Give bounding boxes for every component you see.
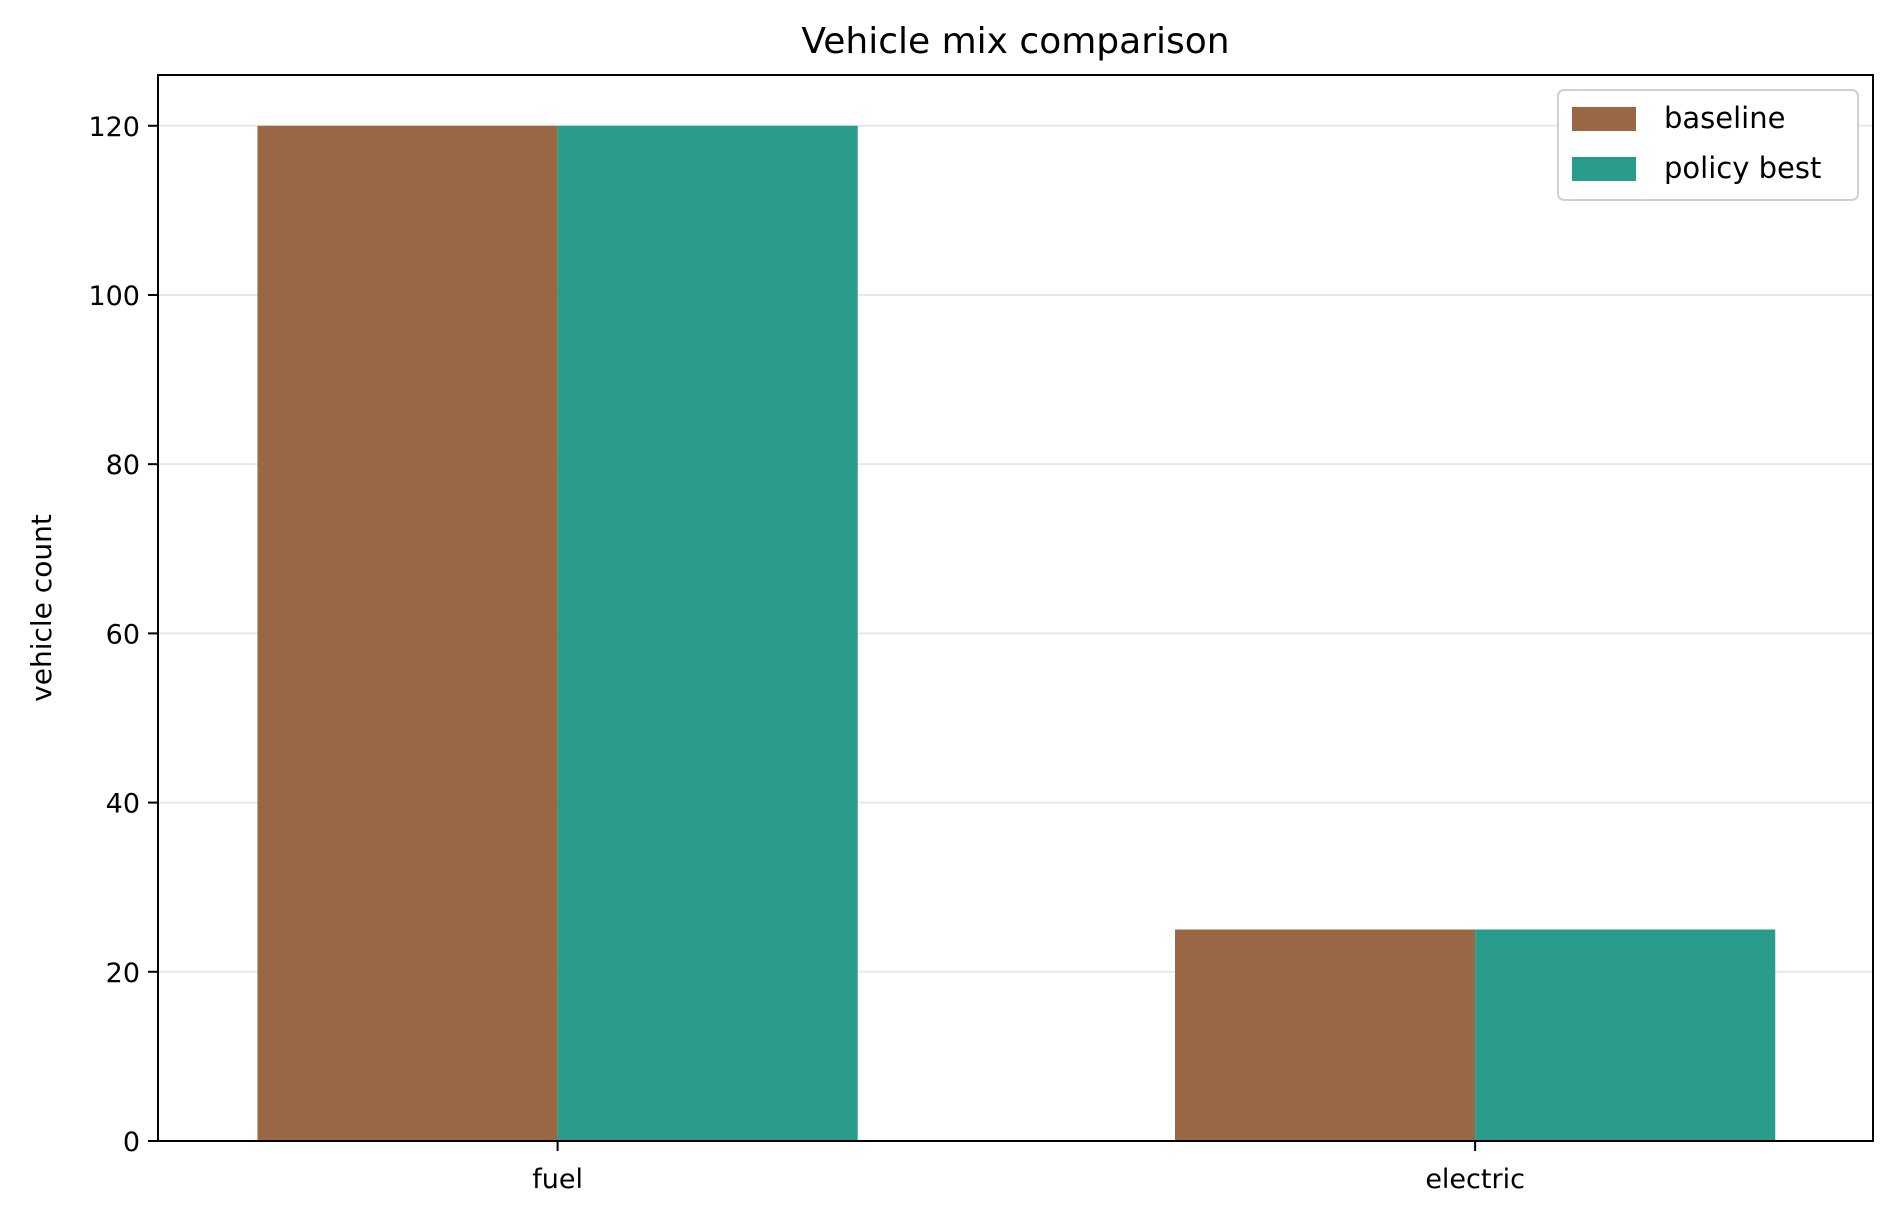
y-tick-label: 100 (88, 281, 140, 312)
y-axis-label: vehicle count (25, 514, 58, 702)
bar-policy-best-fuel (557, 125, 858, 1141)
x-tick-label: electric (1425, 1164, 1525, 1195)
y-tick-label: 120 (88, 112, 140, 143)
y-tick-label: 80 (106, 450, 140, 481)
bar-policy-best-electric (1475, 929, 1776, 1141)
y-tick-label: 0 (123, 1127, 140, 1158)
bar-baseline-fuel (257, 125, 558, 1141)
bar-baseline-electric (1174, 929, 1476, 1141)
legend-swatch (1572, 107, 1636, 131)
bars (257, 125, 1776, 1141)
x-tick-label: fuel (532, 1164, 583, 1195)
legend-label: policy best (1664, 151, 1821, 185)
y-axis: 0 20 40 60 80 100 120 (88, 112, 158, 1158)
y-tick-label: 60 (106, 619, 140, 650)
chart-title: Vehicle mix comparison (801, 21, 1229, 62)
y-tick-label: 20 (106, 958, 140, 989)
plot-frame (157, 74, 1874, 1142)
legend-label: baseline (1664, 101, 1785, 135)
legend: baseline policy best (1557, 89, 1859, 201)
y-tick-label: 40 (106, 789, 140, 820)
x-axis: fuel electric (532, 1141, 1525, 1195)
legend-swatch (1572, 157, 1636, 181)
